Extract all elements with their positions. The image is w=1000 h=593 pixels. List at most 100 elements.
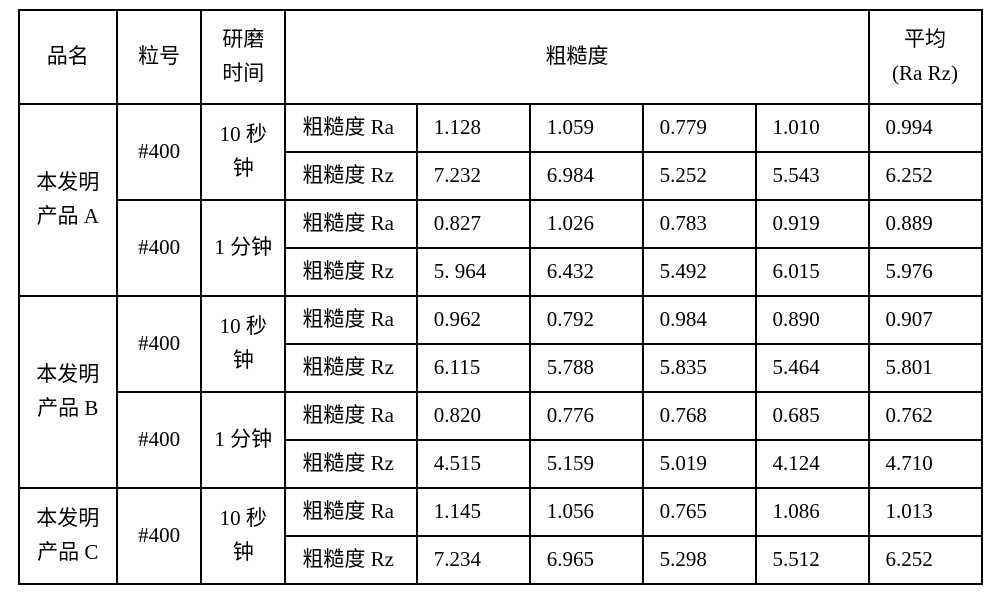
cell-value: 5.512 <box>756 536 869 584</box>
product-C-l1: 本发明 <box>36 502 99 536</box>
table-row: 本发明 产品 C #400 10 秒 钟 粗糙度 Ra 1.145 1.056 … <box>19 488 982 536</box>
cell-value: 6.115 <box>417 344 530 392</box>
cell-value: 0.984 <box>643 296 756 344</box>
cell-value: 5.298 <box>643 536 756 584</box>
cell-value: 0.890 <box>756 296 869 344</box>
cell-value: 1.128 <box>417 104 530 152</box>
cell-value: 0.827 <box>417 200 530 248</box>
cell-product-A: 本发明 产品 A <box>19 104 118 296</box>
hdr-roughness: 粗糙度 <box>285 10 868 104</box>
hdr-time-l2: 时间 <box>222 57 264 91</box>
product-B-l1: 本发明 <box>36 358 99 392</box>
header-row: 品名 粒号 研磨 时间 粗糙度 平均 (Ra Rz) <box>19 10 982 104</box>
hdr-avg-l2: (Ra Rz) <box>892 57 958 91</box>
time-10s-l2: 钟 <box>233 155 254 182</box>
cell-time-1min: 1 分钟 <box>201 392 285 488</box>
cell-value: 1.059 <box>530 104 643 152</box>
cell-rz-label: 粗糙度 Rz <box>285 440 416 488</box>
hdr-name: 品名 <box>19 10 118 104</box>
cell-rz-label: 粗糙度 Rz <box>285 536 416 584</box>
cell-time-10s: 10 秒 钟 <box>201 296 285 392</box>
time-10s-l2: 钟 <box>233 347 254 374</box>
product-A-l2: 产品 A <box>37 200 99 234</box>
cell-avg: 0.994 <box>869 104 982 152</box>
table-row: #400 1 分钟 粗糙度 Ra 0.820 0.776 0.768 0.685… <box>19 392 982 440</box>
cell-value: 5.019 <box>643 440 756 488</box>
time-10s-l1: 10 秒 <box>220 121 267 148</box>
cell-rz-label: 粗糙度 Rz <box>285 248 416 296</box>
product-C-l2: 产品 C <box>37 536 98 570</box>
cell-grit: #400 <box>117 392 201 488</box>
cell-value: 5.464 <box>756 344 869 392</box>
cell-value: 1.026 <box>530 200 643 248</box>
time-10s-l1: 10 秒 <box>220 505 267 532</box>
cell-value: 6.432 <box>530 248 643 296</box>
hdr-time-l1: 研磨 <box>222 23 264 57</box>
cell-value: 5.252 <box>643 152 756 200</box>
cell-value: 5.543 <box>756 152 869 200</box>
cell-value: 7.234 <box>417 536 530 584</box>
cell-ra-label: 粗糙度 Ra <box>285 104 416 152</box>
cell-ra-label: 粗糙度 Ra <box>285 296 416 344</box>
cell-value: 1.010 <box>756 104 869 152</box>
cell-value: 5.835 <box>643 344 756 392</box>
cell-value: 4.515 <box>417 440 530 488</box>
cell-rz-label: 粗糙度 Rz <box>285 152 416 200</box>
cell-value: 0.792 <box>530 296 643 344</box>
cell-value: 6.965 <box>530 536 643 584</box>
table-row: 本发明 产品 B #400 10 秒 钟 粗糙度 Ra 0.962 0.792 … <box>19 296 982 344</box>
time-10s-l2: 钟 <box>233 539 254 566</box>
hdr-avg: 平均 (Ra Rz) <box>869 10 982 104</box>
cell-value: 0.685 <box>756 392 869 440</box>
roughness-table: 品名 粒号 研磨 时间 粗糙度 平均 (Ra Rz) 本发明 产品 A #400 <box>18 9 983 585</box>
cell-avg: 1.013 <box>869 488 982 536</box>
cell-avg: 0.762 <box>869 392 982 440</box>
cell-value: 0.776 <box>530 392 643 440</box>
cell-avg: 5.801 <box>869 344 982 392</box>
cell-value: 0.820 <box>417 392 530 440</box>
cell-value: 1.086 <box>756 488 869 536</box>
product-A-l1: 本发明 <box>36 166 99 200</box>
roughness-table-container: 品名 粒号 研磨 时间 粗糙度 平均 (Ra Rz) 本发明 产品 A #400 <box>18 9 983 585</box>
cell-avg: 0.907 <box>869 296 982 344</box>
cell-grit: #400 <box>117 296 201 392</box>
cell-product-B: 本发明 产品 B <box>19 296 118 488</box>
cell-value: 6.015 <box>756 248 869 296</box>
cell-rz-label: 粗糙度 Rz <box>285 344 416 392</box>
cell-value: 5. 964 <box>417 248 530 296</box>
cell-value: 0.768 <box>643 392 756 440</box>
cell-ra-label: 粗糙度 Ra <box>285 488 416 536</box>
cell-avg: 4.710 <box>869 440 982 488</box>
cell-value: 0.779 <box>643 104 756 152</box>
cell-grit: #400 <box>117 104 201 200</box>
cell-time-10s: 10 秒 钟 <box>201 104 285 200</box>
cell-avg: 0.889 <box>869 200 982 248</box>
cell-value: 0.765 <box>643 488 756 536</box>
hdr-time: 研磨 时间 <box>201 10 285 104</box>
cell-value: 4.124 <box>756 440 869 488</box>
time-10s-l1: 10 秒 <box>220 313 267 340</box>
cell-value: 0.783 <box>643 200 756 248</box>
cell-avg: 6.252 <box>869 536 982 584</box>
cell-avg: 5.976 <box>869 248 982 296</box>
cell-value: 0.962 <box>417 296 530 344</box>
product-B-l2: 产品 B <box>37 392 98 426</box>
cell-time-10s: 10 秒 钟 <box>201 488 285 584</box>
table-row: #400 1 分钟 粗糙度 Ra 0.827 1.026 0.783 0.919… <box>19 200 982 248</box>
cell-ra-label: 粗糙度 Ra <box>285 392 416 440</box>
cell-value: 0.919 <box>756 200 869 248</box>
cell-value: 1.145 <box>417 488 530 536</box>
cell-avg: 6.252 <box>869 152 982 200</box>
cell-grit: #400 <box>117 200 201 296</box>
cell-time-1min: 1 分钟 <box>201 200 285 296</box>
cell-value: 1.056 <box>530 488 643 536</box>
cell-product-C: 本发明 产品 C <box>19 488 118 584</box>
table-row: 本发明 产品 A #400 10 秒 钟 粗糙度 Ra 1.128 1.059 … <box>19 104 982 152</box>
cell-value: 5.788 <box>530 344 643 392</box>
hdr-avg-l1: 平均 <box>904 23 946 57</box>
cell-value: 5.492 <box>643 248 756 296</box>
cell-value: 6.984 <box>530 152 643 200</box>
cell-value: 5.159 <box>530 440 643 488</box>
cell-value: 7.232 <box>417 152 530 200</box>
hdr-grit: 粒号 <box>117 10 201 104</box>
